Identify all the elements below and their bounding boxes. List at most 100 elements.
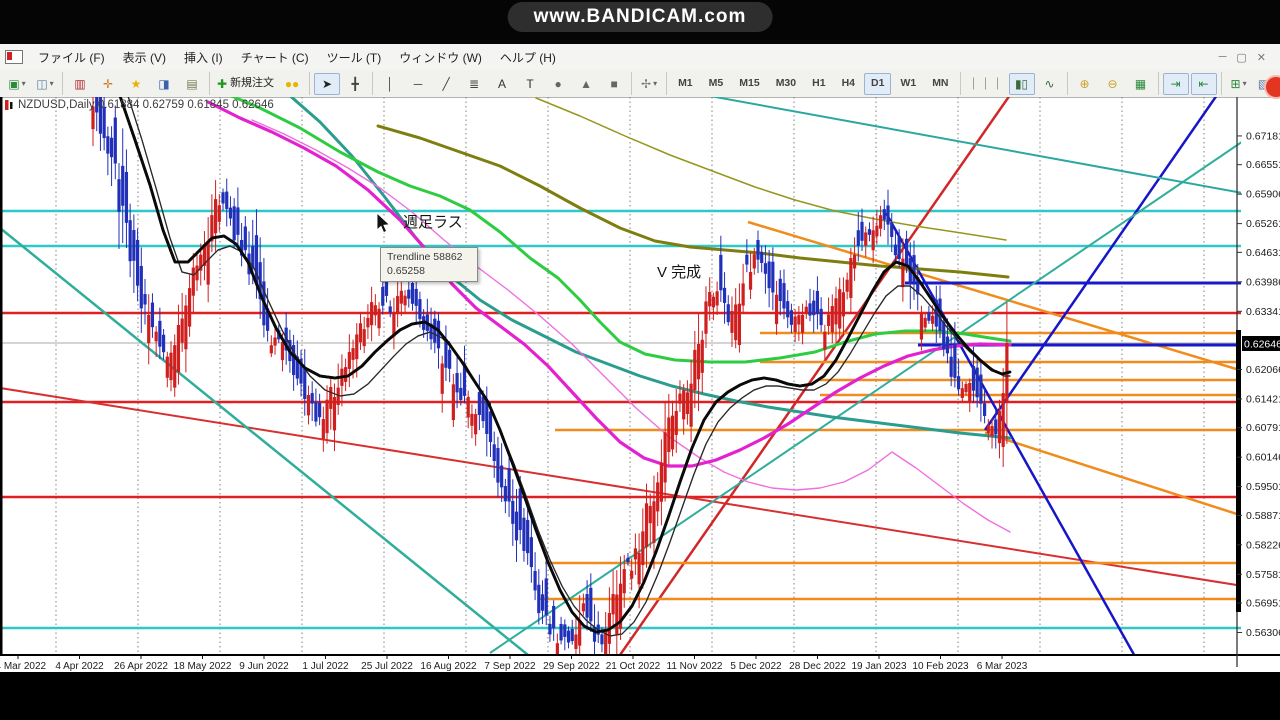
zoom-in-button[interactable]: ⊕ [1072,73,1098,95]
candle [979,361,983,422]
candle [596,611,600,644]
candle [243,216,247,259]
v-complete-label[interactable]: V 完成 [657,264,701,281]
candle [752,247,756,275]
trendline-teal-descending-gentle[interactable] [688,92,1270,198]
navigator-button[interactable]: ★ [123,73,149,95]
candle-chart-button[interactable]: ▮▯ [1008,72,1035,95]
chart-shift-icon: ⇤ [1198,76,1209,91]
chevron-down-icon: ▾ [49,78,54,88]
window-control-2[interactable]: ✕ [1256,51,1266,64]
market-watch-button[interactable]: ▥ [67,73,93,95]
terminal-button[interactable]: ◨ [151,73,177,95]
rectangle-button[interactable]: ■ [601,73,627,95]
candle [158,307,162,360]
weekly-resistance-label[interactable]: 週足ラス [403,214,463,231]
trendline-button[interactable]: ╱ [433,73,459,95]
candle [507,453,511,517]
trendline-red-descending[interactable] [0,387,1243,587]
candle [715,281,719,315]
menu-item-1[interactable]: 表示 (V) [122,50,167,65]
indicators-button[interactable]: ⊞ ▾ [1226,73,1252,95]
candle [990,418,994,449]
window-control-0[interactable]: ─ [1218,50,1227,63]
candle [340,354,344,407]
candle [782,269,786,320]
tf-m1-button[interactable]: M1 [678,77,693,90]
trendline-blue-ascending[interactable] [983,95,1218,431]
crosshair-button[interactable]: ╋ [342,73,368,95]
tf-d1-button[interactable]: D1 [864,72,892,95]
trendline-blue-descending[interactable] [884,212,1137,660]
rectangle-icon: ■ [610,76,618,91]
candle [303,349,307,416]
menu-item-5[interactable]: ウィンドウ (W) [399,50,482,65]
auto-scroll-button[interactable]: ⇥ [1162,72,1189,95]
data-window-icon: ✛ [102,76,114,91]
candle [585,580,589,631]
tf-m15-button[interactable]: M15 [739,77,760,90]
zoom-out-button[interactable]: ⊖ [1100,73,1126,95]
candle [696,312,701,412]
text-label-button[interactable]: T [517,73,543,95]
menu-item-0[interactable]: ファイル (F) [38,50,105,65]
tile-windows-button[interactable]: ▦ [1128,73,1154,95]
trendline-teal-ascending[interactable] [489,116,1280,654]
candle [225,178,229,227]
cursor-button[interactable]: ➤ [314,72,341,95]
data-window-button[interactable]: ✛ [95,73,121,95]
tf-h4-button[interactable]: H4 [841,77,855,90]
tf-mn-button[interactable]: MN [932,77,949,90]
new-order-button[interactable]: ✚ 新規注文 [217,76,275,91]
candle [637,533,641,609]
candle [221,188,225,211]
candle [165,351,169,388]
toolbar-group-panels: ▥ ✛ ★ ◨ ▤ [63,72,210,95]
tf-m5-button[interactable]: M5 [708,77,724,90]
strategy-tester-button[interactable]: ▤ [179,73,205,95]
tf-w1-button[interactable]: W1 [900,77,917,90]
new-chart-button[interactable]: ▣ ▾ [4,73,30,95]
menu-item-6[interactable]: ヘルプ (H) [499,50,556,65]
candle [407,279,411,308]
trendline-orange-descending-2[interactable] [984,431,1243,517]
candle [500,443,504,502]
date-axis[interactable]: 14 Mar 2022 4 Apr 2022 26 Apr 2022 18 May 2… [0,655,1028,672]
menu-item-4[interactable]: ツール (T) [326,50,382,65]
candle [187,274,192,337]
menu-item-3[interactable]: チャート (C) [240,50,309,65]
line-chart-button[interactable]: ∿ [1037,73,1063,95]
candle [370,286,374,342]
date-tick-label: 6 Mar 2023 [977,661,1028,672]
trendline-teal-descending-steep[interactable] [0,228,529,655]
candle [800,303,805,345]
fibonacci-button[interactable]: ≣ [461,73,487,95]
bar-chart-button[interactable]: ｜｜｜ [965,73,1007,95]
candle [767,249,771,308]
tf-h1-button[interactable]: H1 [812,77,826,90]
chart-shift-button[interactable]: ⇤ [1190,72,1217,95]
triangle-button[interactable]: ▲ [573,73,599,95]
bandicam-watermark: www.BANDICAM.com [507,2,773,32]
candle [173,334,177,397]
arrows-tool-button[interactable]: ✢ ▾ [636,73,662,95]
price-axis[interactable]: 0.67181 0.66551 0.65906 0.65261 0.64631 0.639… [1237,130,1280,639]
profiles-button[interactable]: ◫ ▾ [32,73,58,95]
trendline-red-ascending[interactable] [618,95,1011,655]
candle [381,279,385,315]
candle [882,199,886,231]
vertical-line-button[interactable]: │ [377,73,403,95]
date-tick-label: 26 Apr 2022 [114,661,168,672]
mql-community-button[interactable]: ●● [279,73,305,95]
tf-m30-button[interactable]: M30 [775,77,797,90]
window-control-1[interactable]: ▢ [1236,51,1247,64]
text-button[interactable]: A [489,73,515,95]
y-axis-scale-bar[interactable] [1236,330,1241,612]
ellipse-button[interactable]: ● [545,73,571,95]
candle [693,330,697,408]
toolbar-group-trade: ✚ 新規注文 ●● [210,72,311,95]
horizontal-line-button[interactable]: ─ [405,73,431,95]
candle [329,376,333,430]
menu-item-2[interactable]: 挿入 (I) [184,50,223,65]
